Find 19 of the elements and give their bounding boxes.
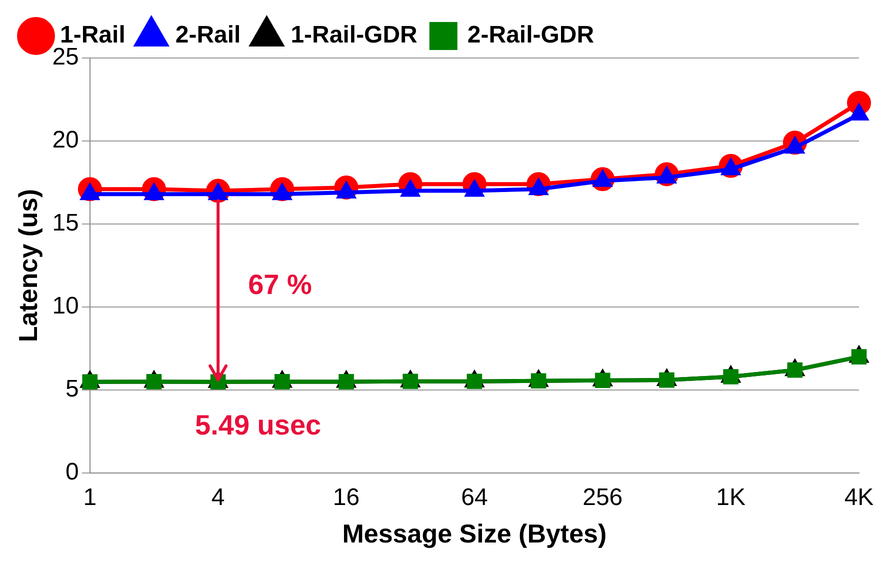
x-tick-label: 4 — [211, 484, 225, 512]
y-tick-label: 5 — [66, 376, 79, 403]
legend-label: 2-Rail-GDR — [467, 22, 594, 49]
y-tick-label: 0 — [66, 458, 79, 486]
y-tick-label: 20 — [52, 126, 79, 154]
legend-label: 2-Rail — [175, 22, 241, 49]
x-tick-label: 1K — [716, 484, 746, 512]
annotation: 5.49 usec — [195, 410, 322, 441]
y-tick-label: 15 — [52, 210, 79, 237]
x-axis-title: Message Size (Bytes) — [342, 518, 607, 549]
y-tick-label: 10 — [52, 292, 79, 320]
legend-label: 1-Rail-GDR — [290, 22, 418, 49]
x-tick-label: 256 — [582, 484, 623, 512]
x-tick-label: 16 — [332, 484, 360, 512]
x-tick-label: 1 — [83, 484, 97, 512]
annotation: 67 % — [248, 269, 312, 300]
x-tick-label: 64 — [461, 484, 488, 512]
y-axis-title: Latency (us) — [12, 188, 43, 342]
x-tick-label: 4K — [844, 484, 874, 512]
